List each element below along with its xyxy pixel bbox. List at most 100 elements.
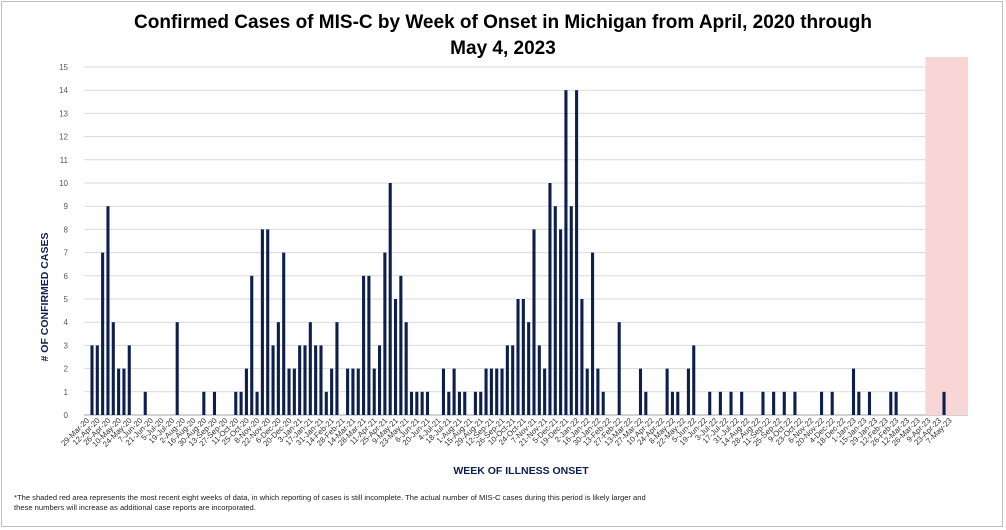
bar xyxy=(409,391,414,415)
bar xyxy=(282,252,286,415)
x-tick-labels: 29-Mar-2012-Apr-2026-Apr-2010-May-2024-M… xyxy=(59,416,953,449)
bar xyxy=(250,275,254,415)
bar xyxy=(559,229,563,415)
bar xyxy=(399,275,403,415)
bar xyxy=(101,252,105,415)
bar xyxy=(143,391,147,415)
bar xyxy=(335,322,339,415)
bar xyxy=(617,322,621,415)
bar xyxy=(457,391,461,415)
y-tick-label: 1 xyxy=(64,388,69,397)
incomplete-data-shaded-region xyxy=(925,57,968,415)
bar xyxy=(601,391,605,415)
bar xyxy=(367,275,371,415)
y-tick-label: 15 xyxy=(59,63,68,72)
y-tick-label: 5 xyxy=(64,295,69,304)
bar xyxy=(319,345,323,415)
bar xyxy=(90,345,94,415)
bar xyxy=(298,345,302,415)
bar xyxy=(372,368,376,415)
shaded-region-layer xyxy=(925,57,968,415)
chart-title-line1: Confirmed Cases of MIS-C by Week of Onse… xyxy=(134,12,872,33)
bar xyxy=(122,368,126,415)
bar xyxy=(894,391,898,415)
bar xyxy=(308,322,312,415)
bar xyxy=(271,345,275,415)
bar xyxy=(537,345,541,415)
bar xyxy=(830,391,834,415)
bar xyxy=(585,368,589,415)
bar xyxy=(346,368,350,415)
bar xyxy=(569,206,573,415)
bar xyxy=(447,391,451,415)
bar xyxy=(202,391,206,415)
bar xyxy=(351,368,355,415)
bar xyxy=(740,391,744,415)
bar xyxy=(665,368,669,415)
bar xyxy=(127,345,131,415)
bar xyxy=(527,322,531,415)
bar xyxy=(473,391,477,415)
bar xyxy=(441,368,446,415)
bar xyxy=(867,391,872,415)
bar xyxy=(292,368,296,415)
bar xyxy=(670,391,674,415)
bar xyxy=(255,391,259,415)
bar xyxy=(511,345,515,415)
y-tick-label: 0 xyxy=(64,411,69,420)
bar xyxy=(564,90,568,415)
bar xyxy=(260,229,264,415)
bar xyxy=(244,368,248,415)
y-tick-label: 9 xyxy=(64,202,69,211)
bar xyxy=(591,252,595,415)
y-tick-label: 11 xyxy=(60,156,69,165)
bar xyxy=(532,229,536,415)
bar xyxy=(356,368,360,415)
bar xyxy=(718,391,722,415)
bar xyxy=(212,391,217,415)
bar xyxy=(111,322,115,415)
bar xyxy=(761,391,765,415)
y-axis-label: # OF CONFIRMED CASES xyxy=(39,233,51,362)
y-tick-label: 10 xyxy=(59,179,68,188)
y-tick-label: 6 xyxy=(64,272,69,281)
x-axis-label: WEEK OF ILLNESS ONSET xyxy=(453,465,589,477)
bar xyxy=(95,345,99,415)
bar xyxy=(500,368,504,415)
bar xyxy=(708,391,712,415)
grid-lines xyxy=(84,66,968,416)
bar xyxy=(117,368,121,415)
bar xyxy=(857,391,861,415)
bar xyxy=(782,391,786,415)
bar xyxy=(415,391,419,415)
chart-title-line2: May 4, 2023 xyxy=(450,38,556,59)
y-tick-label: 13 xyxy=(59,109,68,118)
bar xyxy=(452,368,456,415)
y-tick-label: 7 xyxy=(64,249,69,258)
bar xyxy=(266,229,270,415)
bar xyxy=(553,206,557,415)
bar xyxy=(889,391,893,415)
bar xyxy=(575,90,579,415)
bar xyxy=(942,391,946,415)
bar xyxy=(175,322,179,415)
bar xyxy=(393,299,398,415)
bar xyxy=(793,391,797,415)
bar xyxy=(425,391,430,415)
bar xyxy=(420,391,424,415)
bar xyxy=(548,183,552,415)
bar xyxy=(692,345,696,415)
bar xyxy=(287,368,291,415)
bar xyxy=(324,391,328,415)
bar xyxy=(106,206,110,415)
y-tick-label: 2 xyxy=(64,365,69,374)
bars xyxy=(90,90,946,415)
bar xyxy=(484,368,488,415)
bar xyxy=(521,299,525,415)
bar xyxy=(543,368,547,415)
bar xyxy=(362,275,366,415)
footnote: *The shaded red area represents the most… xyxy=(14,493,646,512)
bar xyxy=(276,322,280,415)
bar xyxy=(479,391,483,415)
